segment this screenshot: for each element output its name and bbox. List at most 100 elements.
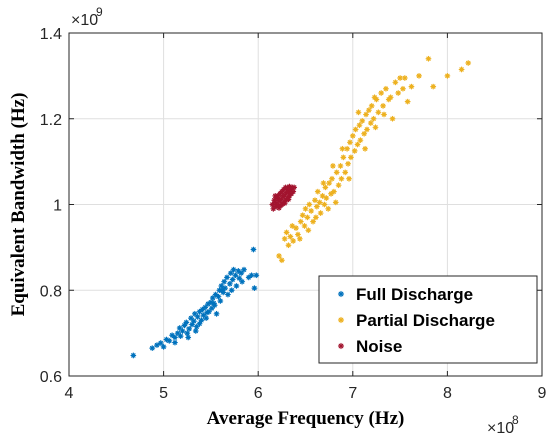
data-point — [283, 229, 290, 236]
data-point — [250, 246, 257, 253]
data-point — [378, 90, 385, 96]
data-point — [302, 205, 309, 212]
data-point — [192, 328, 199, 334]
data-point — [330, 188, 337, 195]
data-point — [278, 257, 285, 264]
x-tick-label: 4 — [65, 385, 74, 402]
data-point — [287, 233, 294, 240]
y-tick-label: 1.2 — [40, 112, 62, 129]
data-point — [430, 83, 437, 90]
data-point — [337, 163, 344, 169]
data-point — [241, 266, 247, 273]
series-layer — [130, 55, 472, 359]
data-point — [387, 94, 394, 101]
legend-marker — [337, 342, 345, 350]
legend-label: Full Discharge — [356, 285, 473, 304]
data-point — [356, 122, 363, 129]
data-point — [355, 109, 362, 116]
data-point — [217, 298, 224, 304]
data-point — [278, 202, 284, 209]
data-point — [313, 203, 320, 210]
data-point — [361, 130, 368, 137]
data-point — [367, 120, 374, 126]
data-point — [363, 111, 369, 118]
data-point — [395, 90, 402, 96]
data-point — [289, 223, 296, 229]
data-point — [335, 182, 342, 189]
data-point — [179, 328, 186, 334]
data-point — [346, 175, 352, 182]
legend-label: Noise — [356, 337, 402, 356]
data-point — [149, 345, 156, 352]
data-point — [285, 242, 292, 249]
data-point — [193, 323, 200, 330]
data-point — [317, 210, 324, 216]
data-point — [305, 227, 312, 234]
data-point — [157, 340, 164, 346]
data-point — [196, 320, 203, 327]
x-tick-label: 5 — [159, 385, 168, 402]
data-point — [308, 208, 315, 214]
data-point — [416, 72, 422, 79]
data-point — [314, 188, 321, 195]
data-point — [381, 111, 387, 118]
data-point — [349, 133, 356, 139]
data-point — [320, 180, 327, 186]
data-point — [172, 339, 178, 346]
data-point — [465, 60, 472, 66]
data-point — [269, 201, 276, 208]
data-point — [291, 184, 298, 191]
data-point — [371, 94, 378, 101]
data-point — [321, 201, 328, 208]
data-point — [233, 283, 240, 289]
data-point — [326, 180, 333, 186]
data-point — [204, 309, 211, 316]
data-point — [203, 315, 210, 322]
data-point — [400, 85, 406, 92]
data-point — [208, 305, 215, 312]
data-point — [304, 214, 311, 221]
data-point — [290, 238, 297, 244]
data-point — [230, 266, 237, 273]
data-point — [221, 278, 228, 285]
x-axis-exponent: ×10 8 — [487, 413, 519, 437]
x-axis-title: Average Frequency (Hz) — [207, 408, 405, 429]
legend-marker — [337, 316, 345, 324]
data-point — [352, 126, 359, 133]
y-axis-title: Equivalent Bandwidth (Hz) — [8, 93, 29, 317]
data-point — [347, 139, 353, 146]
data-point — [362, 145, 368, 152]
data-point — [306, 201, 313, 208]
data-point — [397, 75, 403, 81]
data-point — [213, 310, 220, 317]
data-point — [172, 334, 178, 341]
data-point — [389, 115, 396, 122]
data-point — [236, 275, 243, 282]
data-point — [281, 200, 288, 207]
data-point — [365, 107, 372, 114]
y-axis-exponent: ×10 9 — [71, 5, 103, 29]
data-point — [215, 293, 222, 300]
legend-box — [318, 275, 538, 364]
data-point — [316, 199, 323, 206]
data-point — [219, 287, 226, 294]
data-point — [251, 285, 258, 292]
data-point — [368, 102, 375, 109]
y-tick-label: 0.6 — [40, 369, 62, 386]
x-tick-label: 7 — [348, 385, 357, 402]
data-point — [319, 193, 326, 199]
data-point — [253, 272, 260, 279]
data-point — [354, 141, 361, 148]
x-tick-label: 9 — [538, 385, 547, 402]
data-point — [375, 109, 382, 116]
data-point — [194, 313, 201, 320]
data-point — [345, 160, 351, 167]
ticks: 4 5 6 7 8 9 0.6 0.8 1 1.2 1.4 — [40, 26, 547, 402]
data-point — [351, 148, 358, 154]
data-point — [344, 145, 351, 152]
data-point — [299, 212, 306, 219]
data-point — [312, 197, 318, 204]
data-point — [183, 319, 190, 326]
data-point — [218, 283, 225, 289]
